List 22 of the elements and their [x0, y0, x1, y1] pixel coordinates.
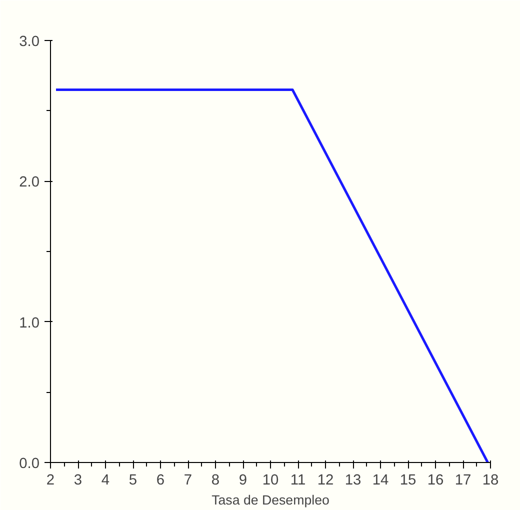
x-tick-label: 17	[454, 472, 472, 488]
x-tick-label: 14	[372, 472, 389, 488]
x-tick-label: 4	[101, 472, 110, 488]
x-tick-label: 9	[238, 472, 248, 488]
x-tick-label: 16	[427, 472, 444, 488]
x-tick-label: 7	[184, 472, 192, 488]
y-tick-label: 2.0	[19, 174, 40, 191]
x-tick-label: 8	[211, 472, 220, 488]
y-tick-label: 3.0	[19, 34, 40, 50]
x-tick-label: 3	[74, 472, 82, 488]
x-tick-label: 12	[317, 472, 334, 488]
x-tick-label: 15	[400, 472, 416, 488]
y-tick-label: 1.0	[19, 315, 40, 332]
x-tick-label: 6	[156, 472, 165, 488]
x-tick-label: 18	[482, 472, 499, 488]
x-axis-title: Tasa de Desempleo	[212, 492, 330, 508]
y-tick-label: 0.0	[19, 456, 40, 472]
x-tick-label: 11	[290, 472, 306, 488]
x-tick-label: 10	[262, 472, 279, 488]
x-tick-label: 5	[128, 472, 138, 488]
x-tick-label: 2	[46, 472, 55, 488]
x-tick-label: 13	[344, 472, 362, 488]
